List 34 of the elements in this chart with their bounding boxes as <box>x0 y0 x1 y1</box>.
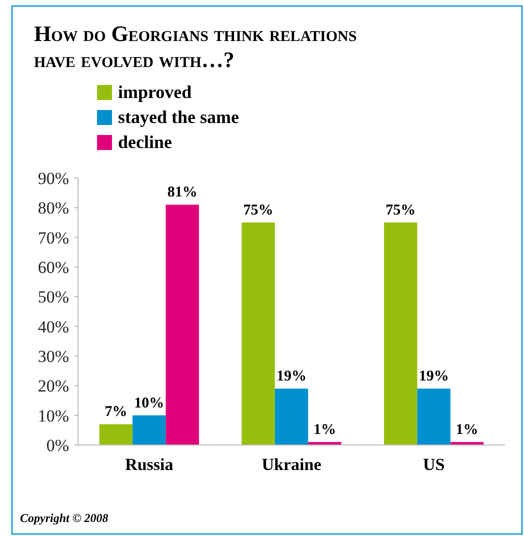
text: 1% <box>456 422 478 438</box>
y-tick-label: 40% <box>38 317 69 336</box>
x-tick-label: Russia <box>125 455 174 474</box>
legend-label: decline <box>118 132 172 152</box>
x-tick-label: US <box>422 455 445 474</box>
text: 19% <box>418 368 449 385</box>
text: 10% <box>134 395 164 412</box>
text: 75% <box>386 202 416 218</box>
text: 81% <box>167 184 198 201</box>
legend-label: improved <box>118 82 192 102</box>
y-tick-label: 10% <box>38 406 69 426</box>
y-tick-label: 80% <box>38 198 69 218</box>
x-tick-label: Ukraine <box>262 455 322 474</box>
y-tick-label: 0% <box>46 436 69 455</box>
text: 1% <box>313 422 336 438</box>
bar <box>132 415 166 445</box>
bar <box>384 222 418 445</box>
legend-label: stayed the same <box>118 107 239 127</box>
y-tick-label: 70% <box>38 228 69 248</box>
y-tick-label: 90% <box>38 168 69 188</box>
y-tick-label: 50% <box>38 288 69 307</box>
y-tick-label: 20% <box>38 376 69 396</box>
text: 7% <box>104 404 128 420</box>
y-tick-label: 30% <box>38 346 69 366</box>
bar <box>417 388 450 445</box>
y-tick-label: 60% <box>38 258 69 277</box>
text: 75% <box>243 202 274 218</box>
text: 19% <box>276 368 306 385</box>
bar <box>166 204 199 445</box>
text: Copyright © 2008 <box>20 511 108 525</box>
bar <box>274 388 308 445</box>
bar <box>99 424 133 445</box>
chart-title: How do Georgians think relations have evolved with…? <box>34 21 357 72</box>
bar <box>242 222 275 445</box>
